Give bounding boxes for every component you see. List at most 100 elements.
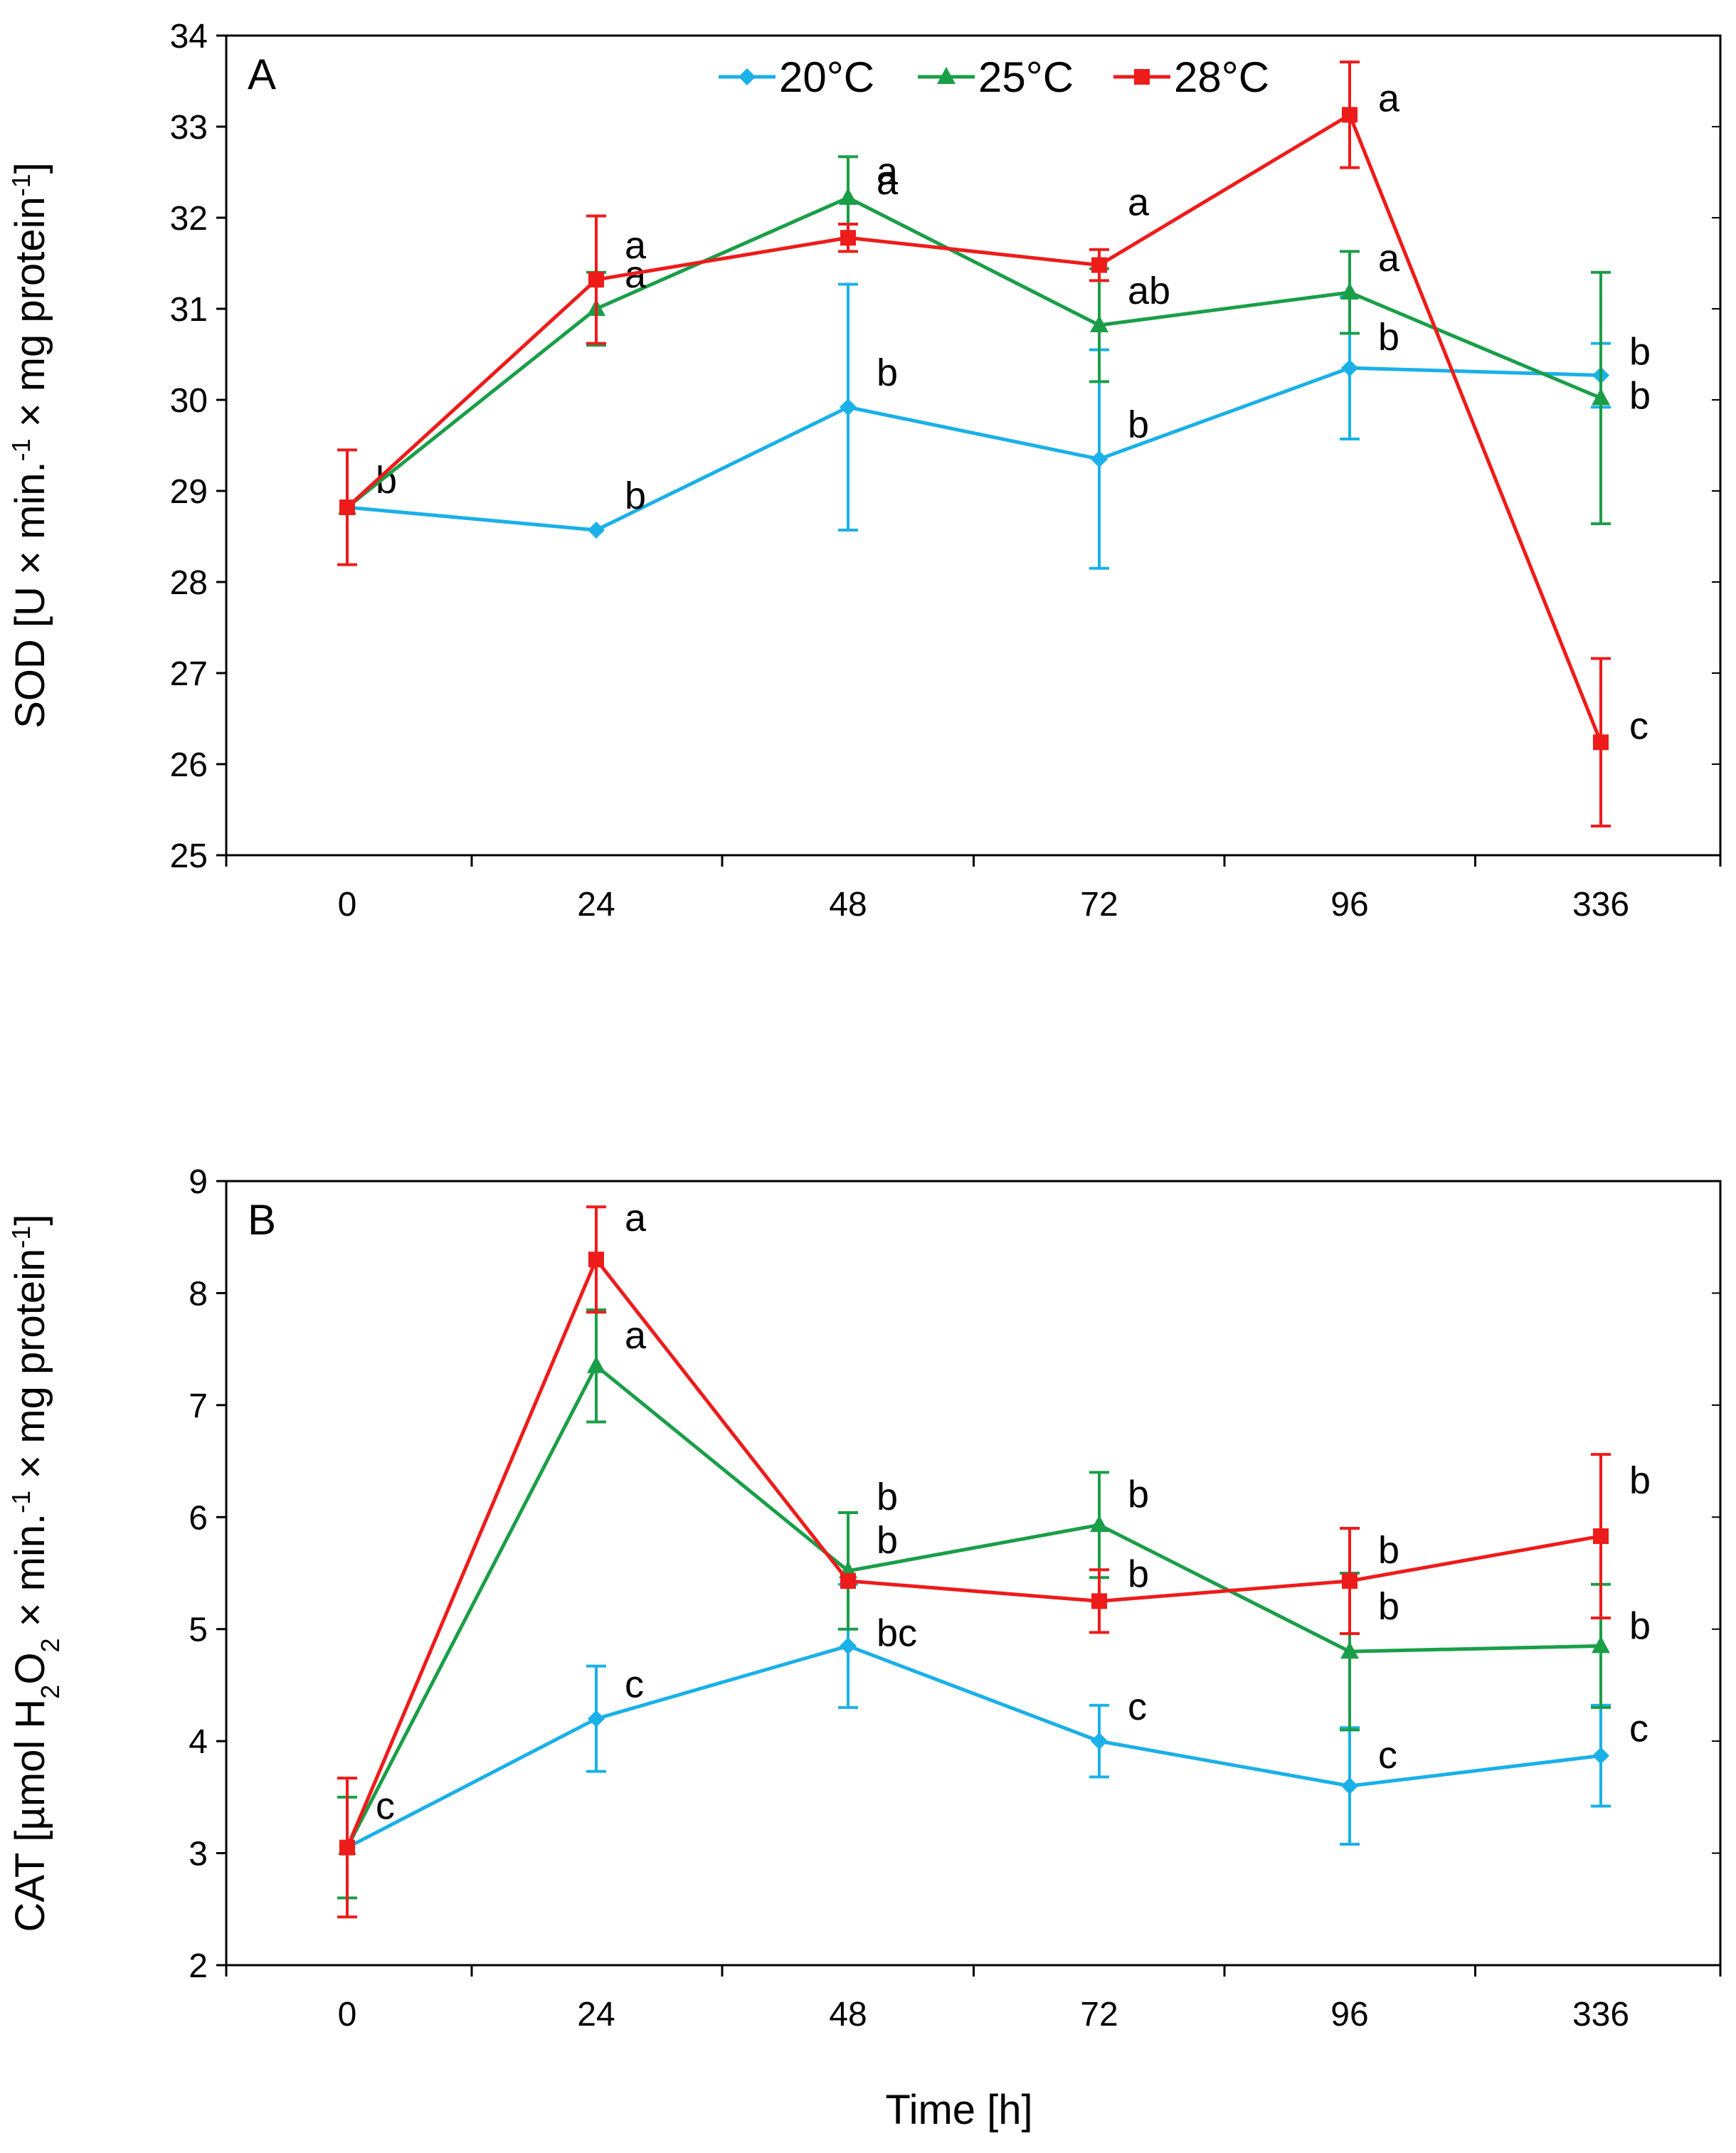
significance-label: c xyxy=(1378,1734,1397,1777)
significance-label: b xyxy=(1629,330,1651,373)
series-line xyxy=(345,1363,1602,1848)
series-line xyxy=(346,196,1602,509)
y-tick-label: 5 xyxy=(189,1612,208,1649)
series-line xyxy=(346,112,1603,744)
data-point xyxy=(1091,1593,1107,1609)
y-tick-label: 8 xyxy=(189,1275,208,1313)
x-tick-label: 24 xyxy=(577,886,615,924)
significance-label: a xyxy=(625,224,647,267)
data-point xyxy=(587,1355,605,1373)
y-tick-label: 31 xyxy=(170,291,208,329)
data-point xyxy=(1593,734,1609,751)
x-tick-label: 0 xyxy=(338,886,357,924)
y-tick-label: 28 xyxy=(170,564,208,602)
significance-label: b xyxy=(1378,316,1399,359)
significance-label: a xyxy=(877,160,899,203)
data-point xyxy=(1090,1515,1108,1533)
x-tick-label: 0 xyxy=(338,1996,357,2033)
legend: 20°C 25°C 28°C xyxy=(719,53,1269,101)
data-point xyxy=(1091,1733,1108,1750)
legend-marker xyxy=(739,68,756,85)
significance-label: b xyxy=(1128,1552,1149,1595)
data-point xyxy=(1592,388,1610,406)
y-tick-label: 2 xyxy=(189,1947,208,1985)
x-tick-label: 24 xyxy=(577,1996,615,2033)
legend-label: 28°C xyxy=(1174,53,1269,101)
y-tick-label: 7 xyxy=(189,1387,208,1425)
y-axis-title: CAT [µmol H2O2 × min.-1 × mg protein-1] xyxy=(6,1215,65,1932)
data-point xyxy=(588,1252,604,1268)
y-tick-label: 33 xyxy=(170,109,208,147)
y-tick-label: 3 xyxy=(189,1836,208,1873)
series-20c: c c bc c c c xyxy=(339,1582,1648,1856)
data-point xyxy=(339,499,355,516)
panel-cat: 2 3 4 5 6 7 8 9 0 24 48 72 96 336 CAT [µmol H2O2 × min… xyxy=(6,1163,1722,2133)
plot-frame xyxy=(225,1180,1722,1967)
data-point xyxy=(588,272,604,288)
significance-label: c xyxy=(376,1785,395,1828)
y-tick-label: 30 xyxy=(170,382,208,420)
y-tick-label: 26 xyxy=(170,746,208,784)
series-line xyxy=(346,1644,1602,1849)
data-point xyxy=(840,230,856,246)
significance-label: b xyxy=(877,1519,898,1562)
panel-label: A xyxy=(248,51,276,98)
y-tick-label: 27 xyxy=(170,655,208,693)
series-line xyxy=(345,1256,1602,1848)
x-tick-label: 96 xyxy=(1330,1996,1368,2033)
x-tick-label: 96 xyxy=(1330,886,1368,924)
significance-label: a xyxy=(877,150,899,193)
data-point xyxy=(588,522,605,539)
plot-frame xyxy=(225,34,1722,857)
data-point xyxy=(840,1573,856,1589)
data-point xyxy=(1592,1747,1609,1765)
data-point xyxy=(1342,107,1357,123)
legend-marker xyxy=(1134,69,1150,85)
y-tick-label: 25 xyxy=(170,837,208,875)
data-point xyxy=(840,398,857,416)
significance-label: b xyxy=(625,475,646,517)
significance-label: a xyxy=(1378,237,1400,280)
x-tick-label: 72 xyxy=(1080,886,1118,924)
y-tick-label: 6 xyxy=(189,1499,208,1537)
data-point xyxy=(339,1839,355,1856)
significance-label: bc xyxy=(877,1612,917,1654)
significance-label: c xyxy=(1629,704,1648,747)
x-tick-label: 72 xyxy=(1080,1996,1118,2033)
x-tick-label: 48 xyxy=(829,1996,867,2033)
y-tick-label: 29 xyxy=(170,473,208,511)
significance-label: b xyxy=(1378,1529,1399,1572)
significance-label: b xyxy=(1629,1604,1651,1647)
significance-label: b xyxy=(1128,403,1149,446)
y-tick-label: 9 xyxy=(189,1163,208,1201)
data-point xyxy=(1341,359,1358,377)
data-point xyxy=(1342,1573,1357,1589)
significance-label: c xyxy=(625,1663,644,1706)
data-point xyxy=(1592,1636,1610,1654)
data-point xyxy=(1341,1777,1358,1795)
significance-label: a xyxy=(1378,77,1400,120)
significance-label: c xyxy=(1629,1708,1648,1750)
data-point xyxy=(588,1710,605,1728)
y-tick-label: 34 xyxy=(170,18,208,55)
data-point xyxy=(1091,257,1107,273)
panel-label: B xyxy=(248,1196,276,1244)
significance-label: c xyxy=(1128,1686,1147,1728)
significance-label: b xyxy=(1378,1585,1399,1628)
x-axis-title: Time [h] xyxy=(885,2087,1032,2133)
data-point xyxy=(1593,1528,1609,1545)
significance-label: b xyxy=(877,1476,898,1518)
significance-label: b xyxy=(877,351,898,394)
significance-label: ab xyxy=(1128,270,1170,312)
significance-label: a xyxy=(625,1197,647,1239)
y-tick-label: 32 xyxy=(170,200,208,238)
data-point xyxy=(840,1637,857,1655)
data-point xyxy=(1090,315,1108,333)
series-line xyxy=(346,366,1602,532)
x-tick-label: 336 xyxy=(1572,886,1629,924)
